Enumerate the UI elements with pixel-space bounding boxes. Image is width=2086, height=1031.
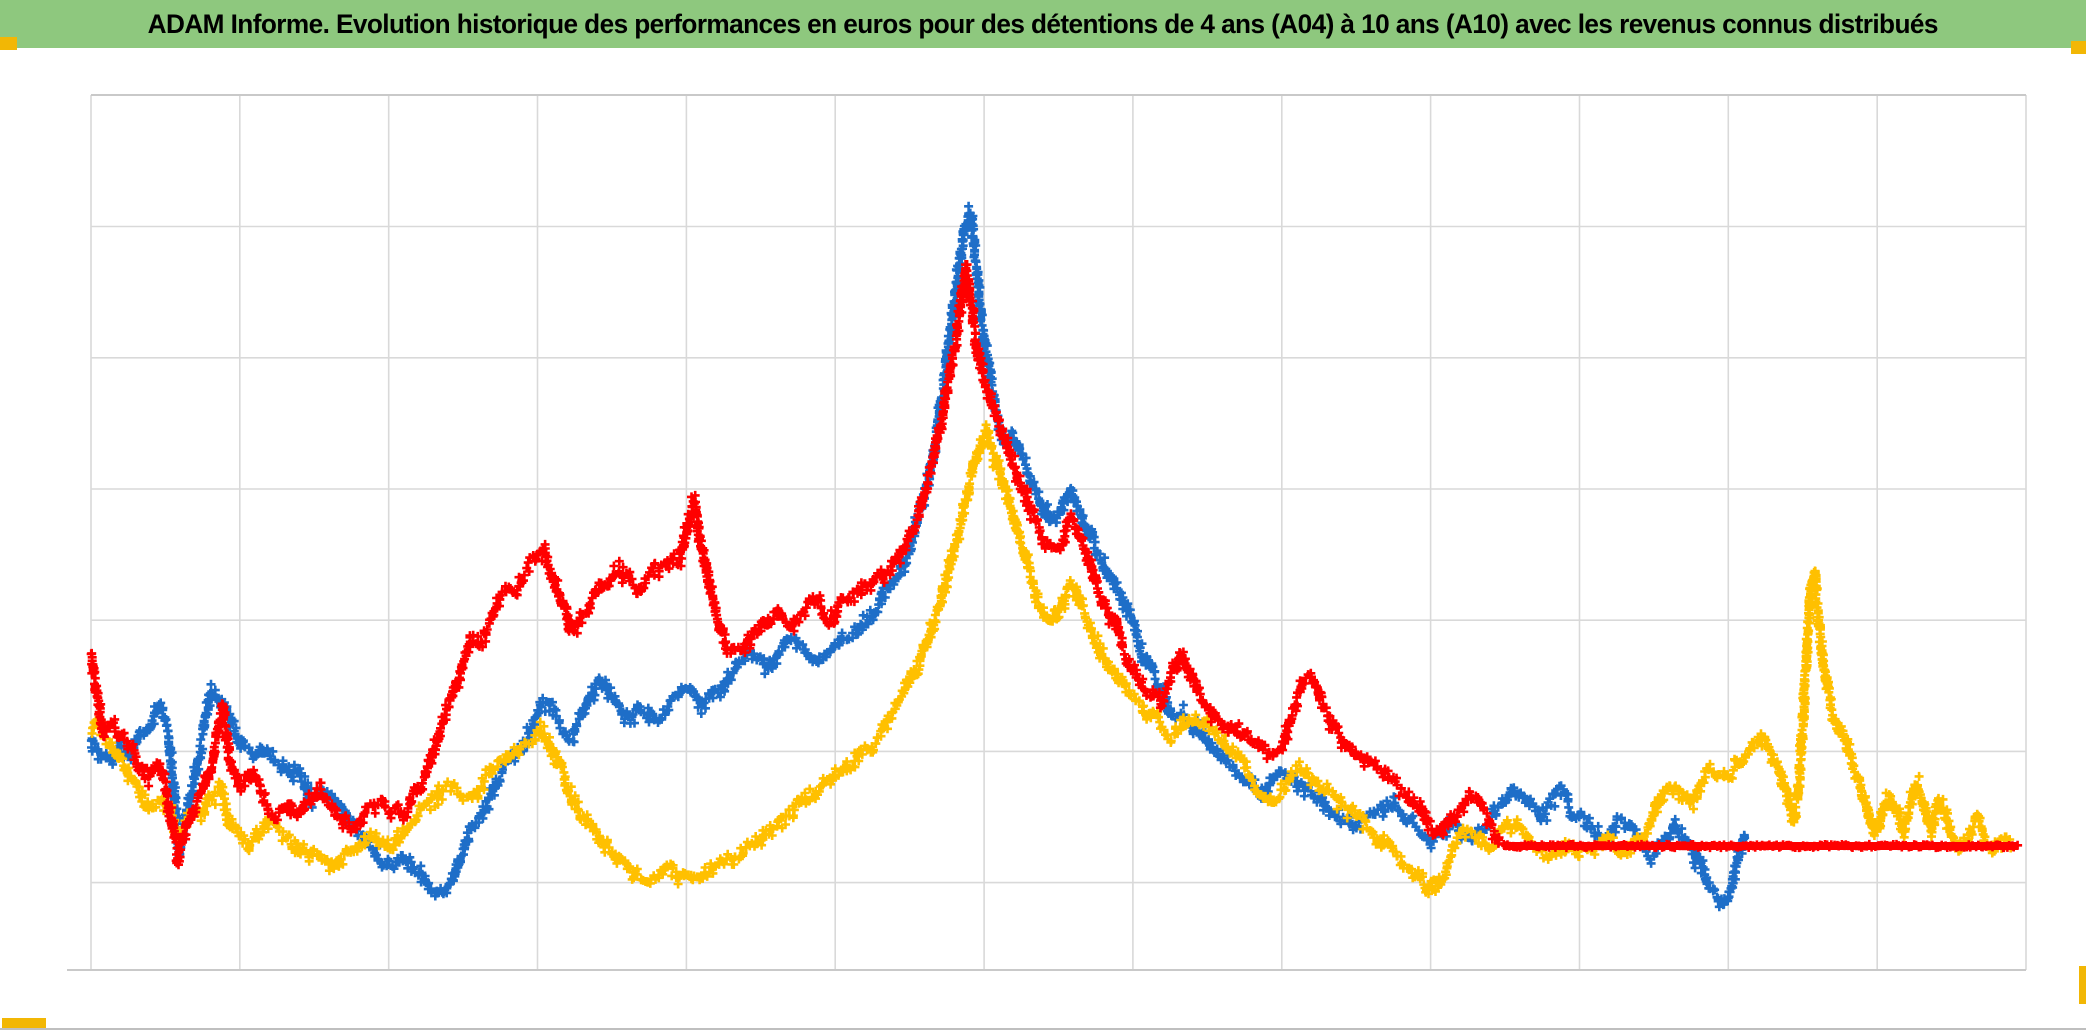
- corner-accent-top-right: [2071, 41, 2086, 54]
- page-title: ADAM Informe. Evolution historique des p…: [147, 8, 1939, 39]
- bottom-edge-rule: [0, 1028, 2086, 1030]
- scatter-chart-canvas: [67, 94, 2027, 971]
- corner-accent-bottom-right: [2079, 966, 2086, 1004]
- series-série-bleue: [86, 201, 1750, 912]
- chart-object[interactable]: [0, 48, 2086, 1031]
- series-série-rouge: [86, 260, 2023, 870]
- title-bar: ADAM Informe. Evolution historique des p…: [0, 0, 2086, 48]
- corner-accent-bottom-left: [2, 1018, 46, 1030]
- corner-accent-top-left: [0, 37, 17, 50]
